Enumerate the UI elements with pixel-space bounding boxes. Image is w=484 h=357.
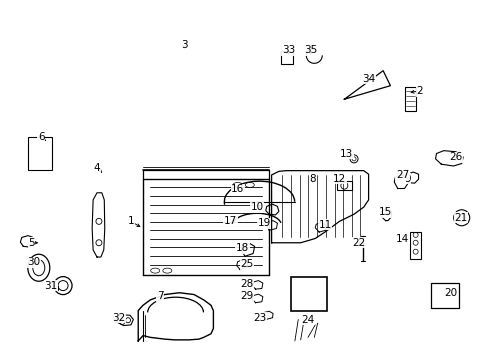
Text: 9: 9 [403,174,410,183]
Text: 8: 8 [309,174,316,183]
Text: 19: 19 [257,218,271,228]
Bar [430,283,458,308]
Bar [404,87,415,111]
Text: 3: 3 [181,40,187,50]
Text: 29: 29 [240,291,254,301]
Text: 16: 16 [230,184,244,194]
Text: 26: 26 [448,152,462,162]
Bar [281,51,293,64]
Text: 7: 7 [156,291,163,301]
Text: 1: 1 [127,216,134,226]
Text: 13: 13 [339,149,353,159]
Text: 31: 31 [44,281,58,291]
Text: 4: 4 [93,163,100,173]
Text: 15: 15 [378,207,392,217]
Text: 34: 34 [361,74,375,84]
Text: 35: 35 [303,45,317,55]
Bar [290,277,327,311]
Text: 21: 21 [453,213,467,223]
Text: 6: 6 [38,132,45,142]
Text: 20: 20 [443,288,457,298]
Text: 12: 12 [332,174,346,183]
Text: 22: 22 [351,238,365,248]
Text: 25: 25 [240,259,254,269]
Bar [336,181,351,190]
Text: 23: 23 [252,313,266,323]
Bar [28,137,52,170]
Text: 11: 11 [318,220,331,230]
Text: 27: 27 [395,170,408,180]
Text: 33: 33 [281,45,295,55]
Text: 2: 2 [415,86,422,96]
Text: 28: 28 [240,279,254,289]
Bar [409,232,420,259]
Text: 32: 32 [112,313,125,323]
Text: 18: 18 [235,243,249,253]
Text: 30: 30 [27,257,41,267]
Text: 10: 10 [250,202,263,212]
Text: 14: 14 [395,234,408,244]
Text: 24: 24 [301,315,314,325]
Text: 17: 17 [223,216,237,226]
Text: 5: 5 [28,238,35,248]
